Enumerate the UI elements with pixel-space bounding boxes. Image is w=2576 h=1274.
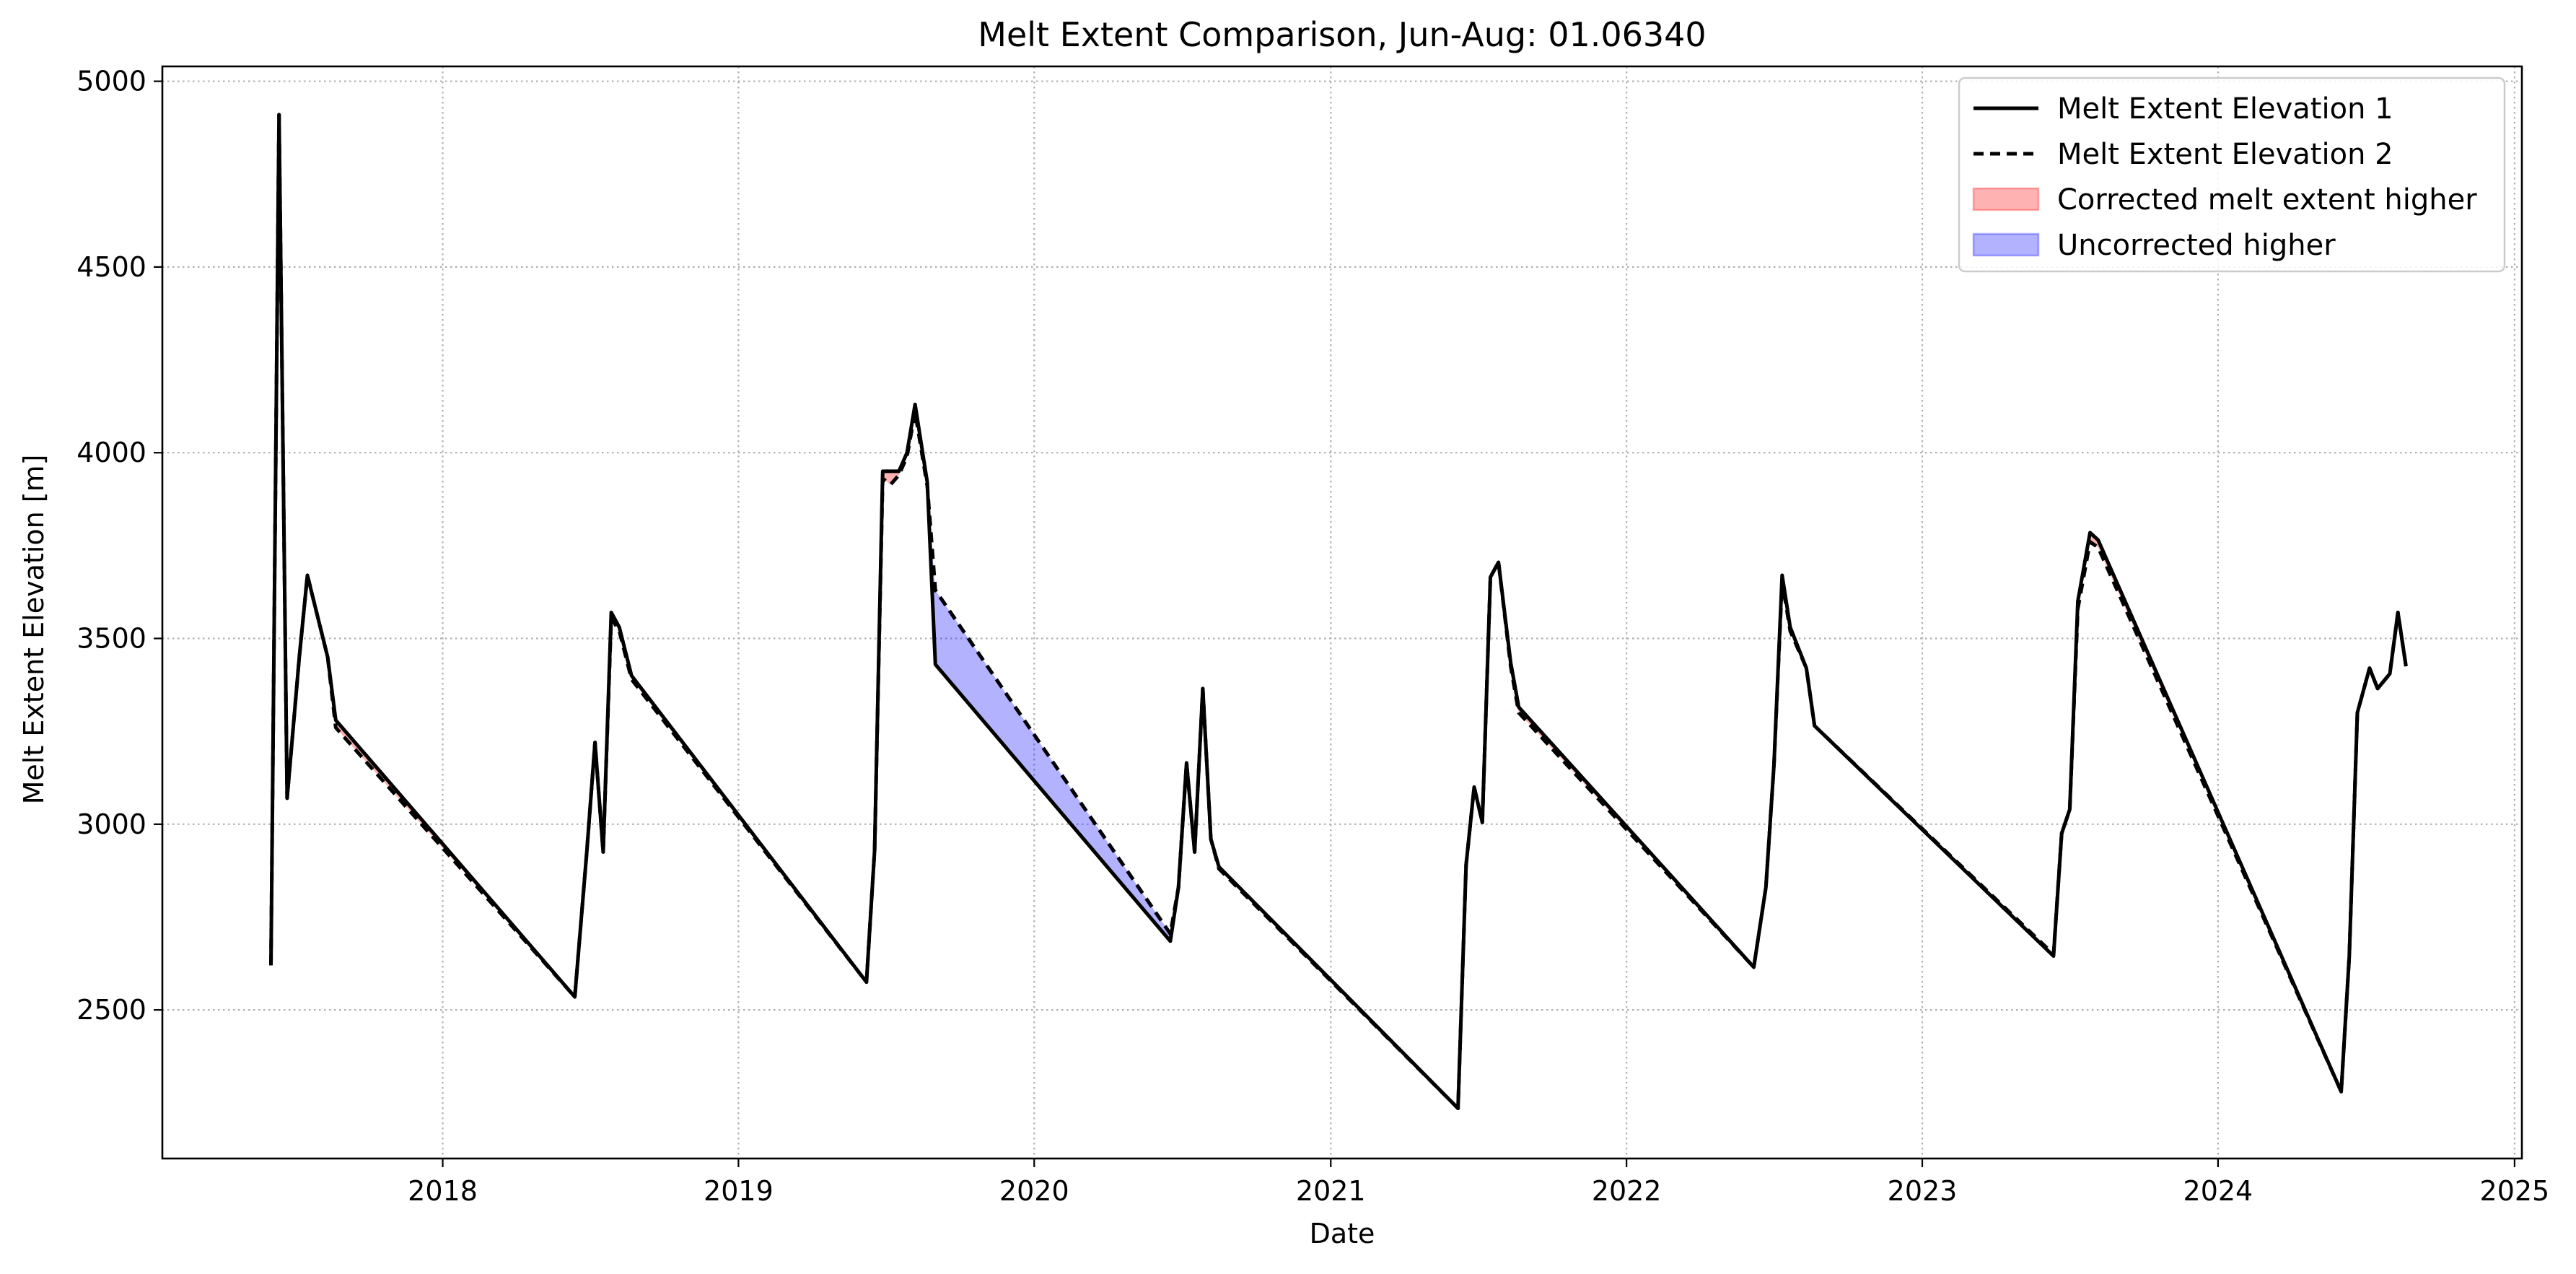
x-tick-label: 2023: [1888, 1175, 1958, 1207]
legend-label: Corrected melt extent higher: [2057, 183, 2477, 217]
difference-fill-region: [935, 590, 1170, 941]
series-line-elevation-1: [269, 113, 2408, 1110]
legend-label: Melt Extent Elevation 1: [2057, 92, 2393, 126]
x-tick-label: 2024: [2183, 1175, 2253, 1207]
legend-label: Uncorrected higher: [2057, 229, 2336, 262]
y-axis-label: Melt Extent Elevation [m]: [18, 455, 50, 805]
x-tick-label: 2018: [408, 1175, 478, 1207]
x-tick-label: 2025: [2480, 1175, 2550, 1207]
y-tick-label: 3000: [76, 808, 146, 840]
y-tick-label: 3500: [76, 623, 146, 655]
legend-swatch: [1972, 187, 2040, 211]
x-tick-label: 2019: [704, 1175, 774, 1207]
x-axis-ticks: 2018 2019 2020 2021 2022 2023 2024 2025: [408, 1159, 2549, 1207]
x-tick-label: 2022: [1592, 1175, 1662, 1207]
legend: Melt Extent Elevation 1 Melt Extent Eleva…: [1958, 77, 2506, 273]
legend-swatch: [1972, 232, 2040, 257]
legend-label: Melt Extent Elevation 2: [2057, 138, 2393, 171]
series-line-elevation-2: [269, 113, 2408, 1110]
y-axis-ticks: 2500 3000 3500 4000 4500 5000: [76, 66, 162, 1026]
x-axis-label: Date: [1310, 1218, 1375, 1249]
chart-title: Melt Extent Comparison, Jun-Aug: 01.0634…: [978, 15, 1706, 54]
y-tick-label: 4000: [76, 437, 146, 468]
y-tick-label: 2500: [76, 994, 146, 1026]
difference-fill-region: [882, 471, 891, 484]
y-tick-label: 5000: [76, 66, 146, 97]
plot-area-frame: [161, 65, 2523, 1160]
y-tick-label: 4500: [76, 251, 146, 283]
x-tick-label: 2020: [999, 1175, 1069, 1207]
x-tick-label: 2021: [1296, 1175, 1366, 1207]
series-lines: [269, 113, 2408, 1110]
legend-box: [1958, 77, 2506, 273]
